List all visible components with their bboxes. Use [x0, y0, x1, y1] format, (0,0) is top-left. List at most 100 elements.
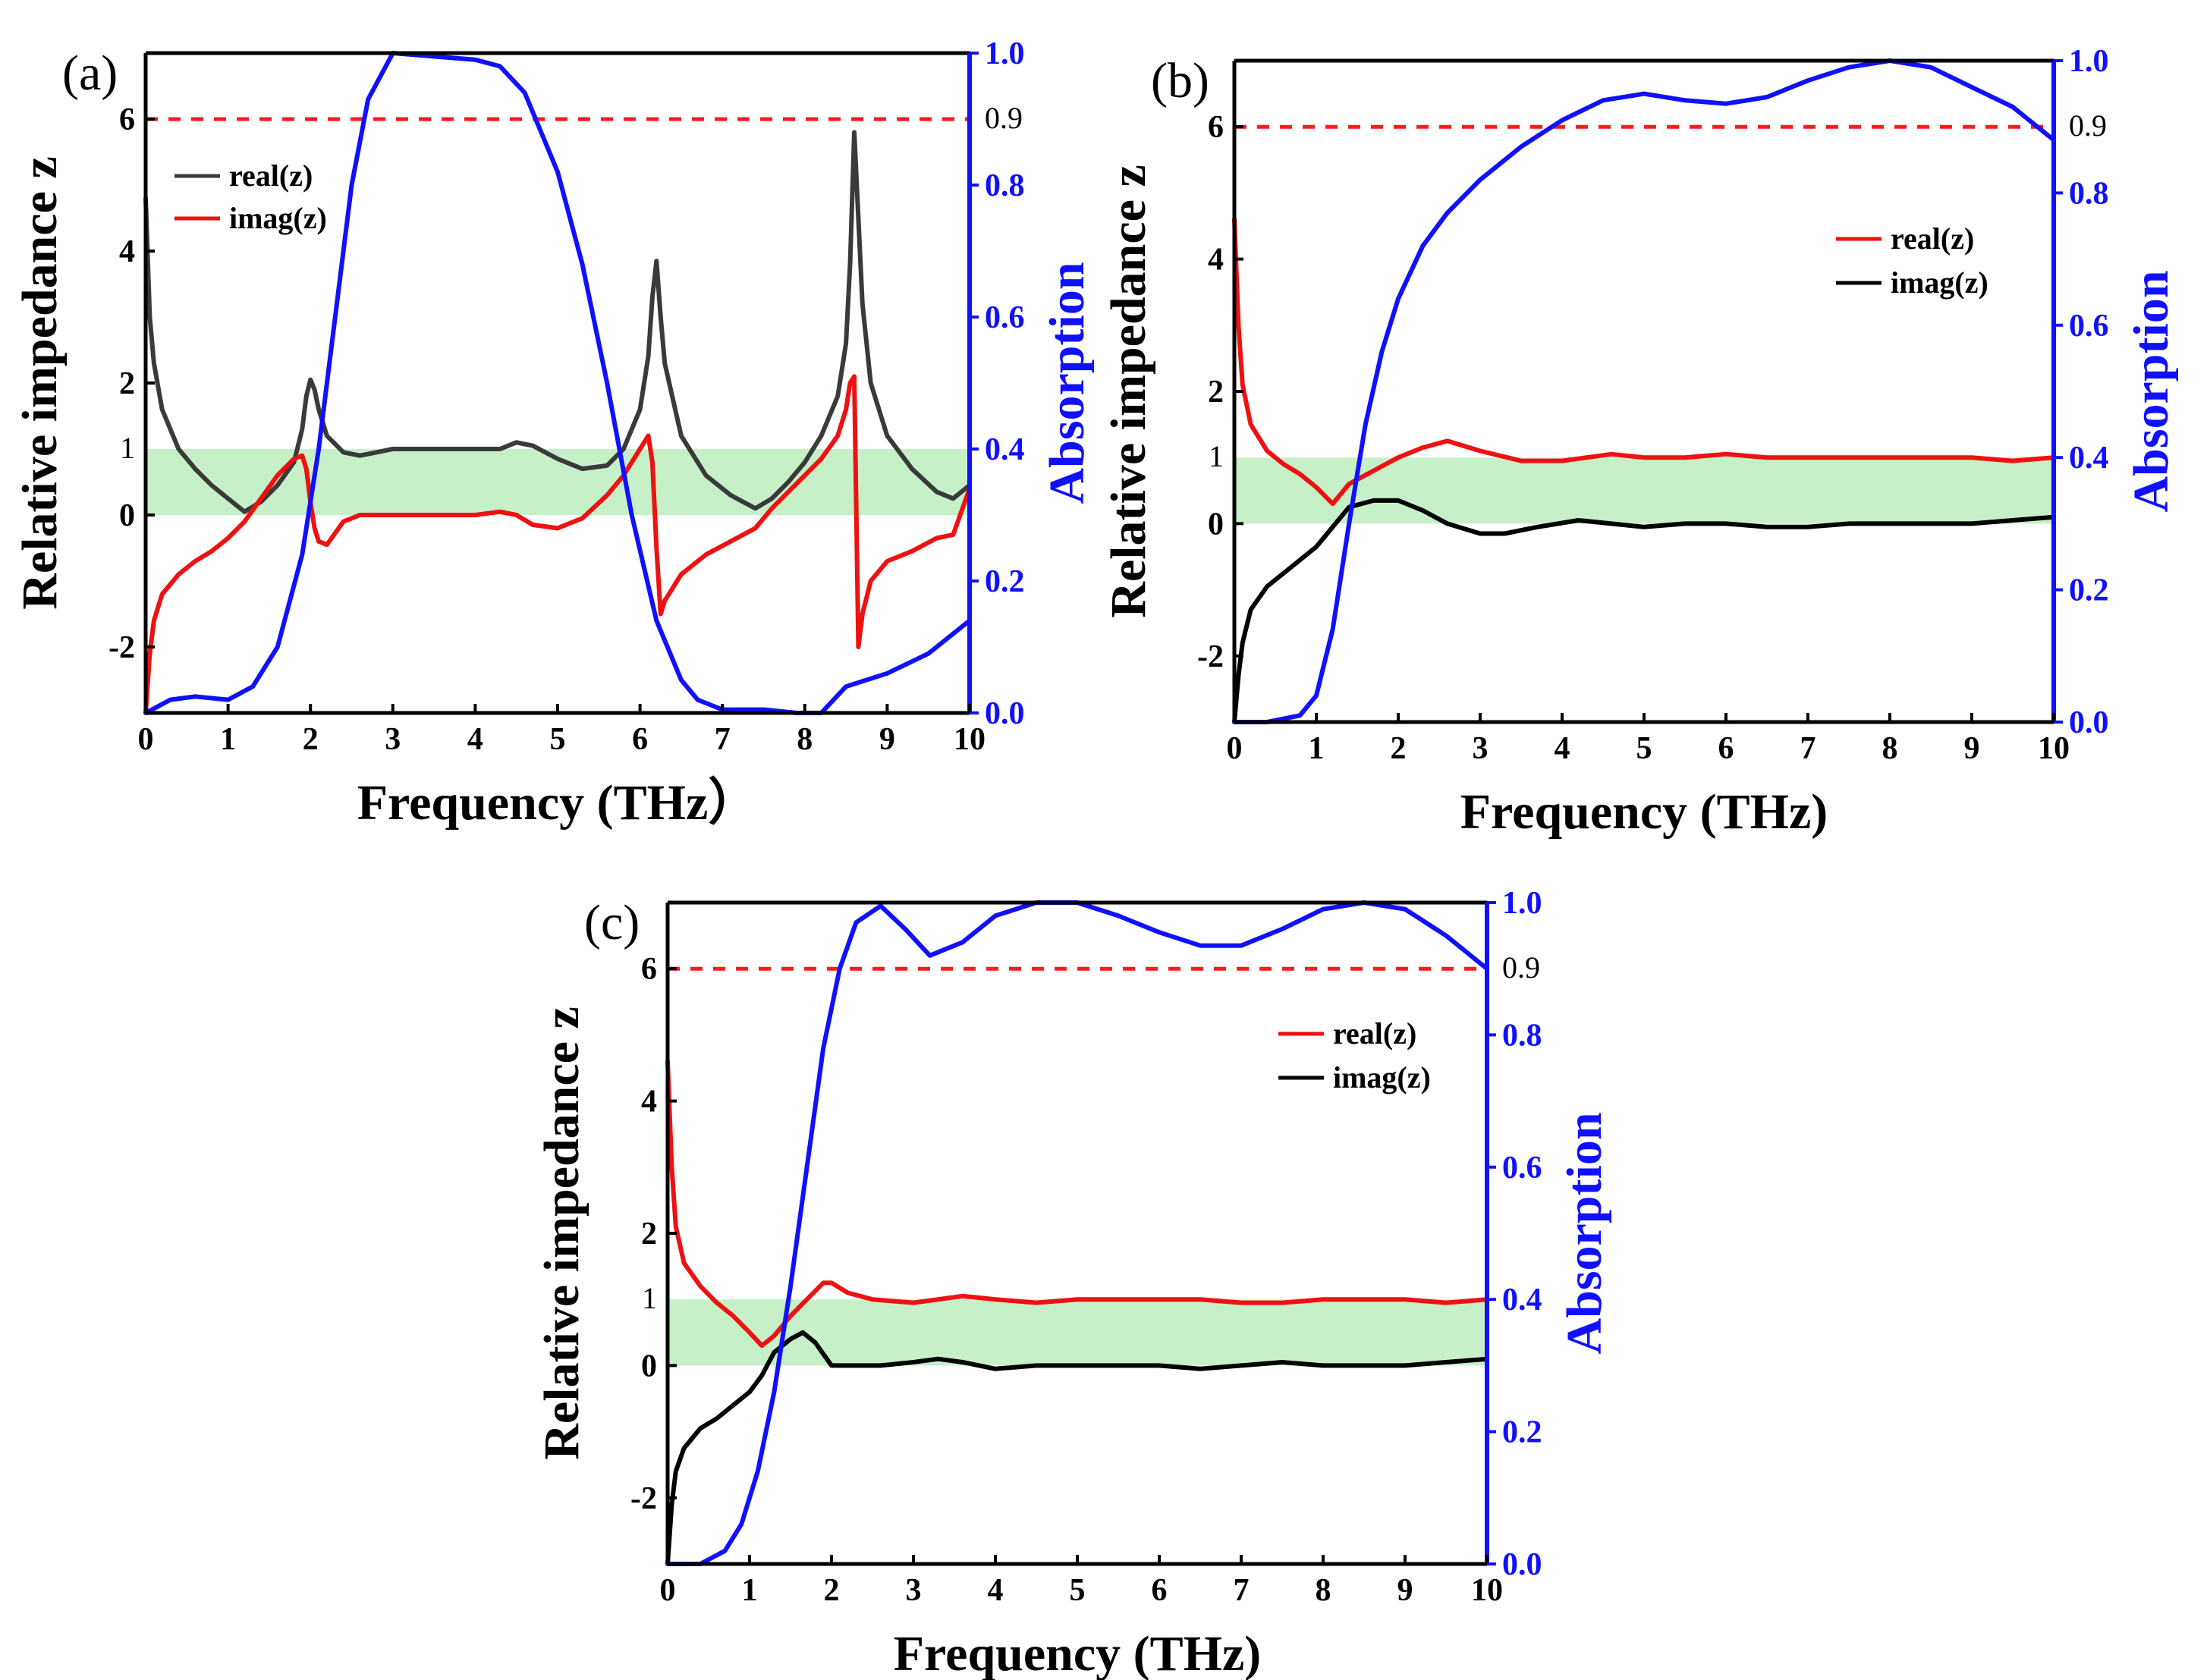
y-left-tick-label: -2 — [108, 630, 135, 665]
panel-label: (c) — [584, 895, 640, 950]
y-left-tick-label: 6 — [1208, 110, 1224, 145]
axes: 0 1 2 3 4 5 6 7 8 9 10 -2 0 2 4 6 0.0 0.2 0.4 0.6 0.8 1.0 — [1197, 44, 2109, 766]
y-right-tick-label: 0.6 — [985, 300, 1025, 335]
legend-label-imag: imag(z) — [1891, 265, 1988, 300]
legend: real(z) imag(z) — [1278, 1016, 1431, 1094]
series-imagz-line — [143, 374, 972, 715]
x-tick-label: 3 — [906, 1573, 922, 1608]
y-right-tick-label: 0.2 — [985, 564, 1025, 599]
x-tick-label: 5 — [1070, 1573, 1086, 1608]
y-right-tick-label: 0.4 — [1502, 1283, 1542, 1317]
x-tick-label: 9 — [1964, 731, 1980, 766]
series-realz-line — [143, 130, 972, 514]
series-layer — [143, 51, 972, 715]
x-tick-label: 6 — [632, 722, 648, 757]
x-tick-label: 10 — [1471, 1573, 1503, 1608]
legend-label-imag: imag(z) — [1333, 1060, 1431, 1094]
impedance-band-0-1 — [668, 1299, 1487, 1366]
x-tick-label: 8 — [1316, 1573, 1331, 1608]
y-right-tick-label: 0.6 — [2069, 309, 2109, 344]
y-right-tick-label: 1.0 — [2069, 44, 2109, 79]
y-left-tick-label: 6 — [641, 952, 657, 987]
y-right-tick-label: 0.0 — [985, 696, 1025, 731]
x-tick-label: 8 — [797, 722, 813, 757]
x-tick-label: 0 — [138, 722, 154, 757]
y-axis-left-title: Relative impedance z — [12, 156, 68, 610]
panel-c: 0 1 2 3 4 5 6 7 8 9 10 -2 0 2 4 6 0.0 0.2 0.4 0.6 0.8 1.0 (c)… — [534, 886, 1612, 1680]
x-tick-label: 3 — [1473, 731, 1489, 766]
legend-label-real: real(z) — [1333, 1016, 1416, 1050]
x-tick-label: 2 — [1391, 731, 1407, 766]
x-tick-label: 6 — [1718, 731, 1734, 766]
y-right-tick-label: 1.0 — [1502, 886, 1542, 921]
x-tick-label: 6 — [1152, 1573, 1168, 1608]
axes: 0 1 2 3 4 5 6 7 8 9 10 -2 0 2 4 6 0.0 0.2 0.4 0.6 0.8 1.0 — [108, 36, 1025, 757]
y-left-tick-label: -2 — [630, 1481, 657, 1516]
y-axis-right-title: Absorption — [1557, 1112, 1612, 1354]
x-tick-label: 5 — [1636, 731, 1652, 766]
y-right-tick-label: 0.6 — [1502, 1151, 1542, 1185]
series-realz-line — [665, 1059, 1489, 1349]
legend-label-imag: imag(z) — [229, 201, 327, 235]
legend-label-real: real(z) — [229, 159, 313, 193]
x-tick-label: 7 — [1234, 1573, 1250, 1608]
series-absorption-line — [143, 51, 972, 715]
x-tick-label: 0 — [660, 1573, 676, 1608]
y-right-tick-label-0.9: 0.9 — [1502, 950, 1540, 984]
y-left-tick-label-1: 1 — [1209, 439, 1224, 473]
x-tick-label: 1 — [220, 722, 236, 757]
y-left-tick-label: 2 — [1208, 375, 1224, 410]
y-right-tick-label: 0.4 — [2069, 441, 2109, 476]
y-right-tick-label: 0.0 — [1502, 1547, 1542, 1582]
y-left-tick-label-1: 1 — [642, 1281, 657, 1315]
x-tick-label: 8 — [1882, 731, 1898, 766]
x-tick-label: 4 — [1555, 731, 1570, 766]
y-right-tick-label: 0.8 — [2069, 176, 2109, 211]
y-left-tick-label: -2 — [1197, 639, 1224, 674]
series-absorption-line — [1232, 58, 2056, 724]
y-left-tick-label: 0 — [641, 1349, 657, 1383]
series-layer — [665, 900, 1489, 1566]
series-realz-line — [1232, 217, 2056, 507]
x-tick-label: 3 — [385, 722, 401, 757]
y-right-tick-label: 0.8 — [1502, 1018, 1542, 1053]
x-tick-label: 2 — [303, 722, 319, 757]
y-left-tick-label: 4 — [119, 234, 135, 269]
y-axis-right-title: Absorption — [1039, 262, 1095, 504]
y-right-tick-label-0.9: 0.9 — [2069, 108, 2107, 143]
y-left-tick-label: 2 — [641, 1217, 657, 1251]
y-right-tick-label: 0.4 — [985, 432, 1025, 467]
y-axis-left-title: Relative impedance z — [534, 1006, 589, 1460]
y-right-tick-label: 0.2 — [1502, 1415, 1542, 1450]
y-left-tick-label: 0 — [1208, 507, 1224, 542]
x-tick-label: 7 — [1800, 731, 1816, 766]
axes: 0 1 2 3 4 5 6 7 8 9 10 -2 0 2 4 6 0.0 0.2 0.4 0.6 0.8 1.0 — [630, 886, 1542, 1608]
y-right-tick-label-0.9: 0.9 — [985, 101, 1023, 135]
legend: real(z) imag(z) — [174, 159, 327, 235]
x-tick-label: 0 — [1227, 731, 1243, 766]
y-right-tick-label: 0.0 — [2069, 705, 2109, 740]
x-tick-label: 7 — [715, 722, 731, 757]
panel-a: 0 1 2 3 4 5 6 7 8 9 10 -2 0 2 4 6 0.0 0.2 0.4 0.6 0.8 1.0 (a)… — [12, 36, 1095, 831]
x-tick-label: 9 — [1397, 1573, 1413, 1608]
panel-b: 0 1 2 3 4 5 6 7 8 9 10 -2 0 2 4 6 0.0 0.2 0.4 0.6 0.8 1.0 (b)… — [1101, 44, 2179, 840]
impedance-band-0-1 — [1234, 457, 2054, 524]
x-tick-label: 4 — [988, 1573, 1004, 1608]
y-left-tick-label-1: 1 — [120, 431, 135, 465]
x-tick-label: 1 — [1309, 731, 1325, 766]
series-absorption-line — [665, 900, 1489, 1566]
y-right-tick-label: 1.0 — [985, 36, 1025, 71]
x-axis-title: Frequency (THz） — [357, 774, 759, 831]
x-axis-title: Frequency (THz) — [1460, 784, 1828, 840]
x-tick-label: 1 — [742, 1573, 758, 1608]
x-axis-title: Frequency (THz) — [894, 1626, 1262, 1680]
y-right-tick-label: 0.2 — [2069, 573, 2109, 608]
x-tick-label: 10 — [2038, 731, 2070, 766]
legend: real(z) imag(z) — [1836, 221, 1988, 300]
y-left-tick-label: 2 — [119, 366, 135, 401]
panel-label: (a) — [62, 46, 118, 101]
y-left-tick-label: 4 — [641, 1085, 657, 1119]
panel-label: (b) — [1151, 53, 1209, 108]
legend-label-real: real(z) — [1891, 221, 1974, 256]
y-axis-left-title: Relative impedance z — [1101, 165, 1156, 618]
